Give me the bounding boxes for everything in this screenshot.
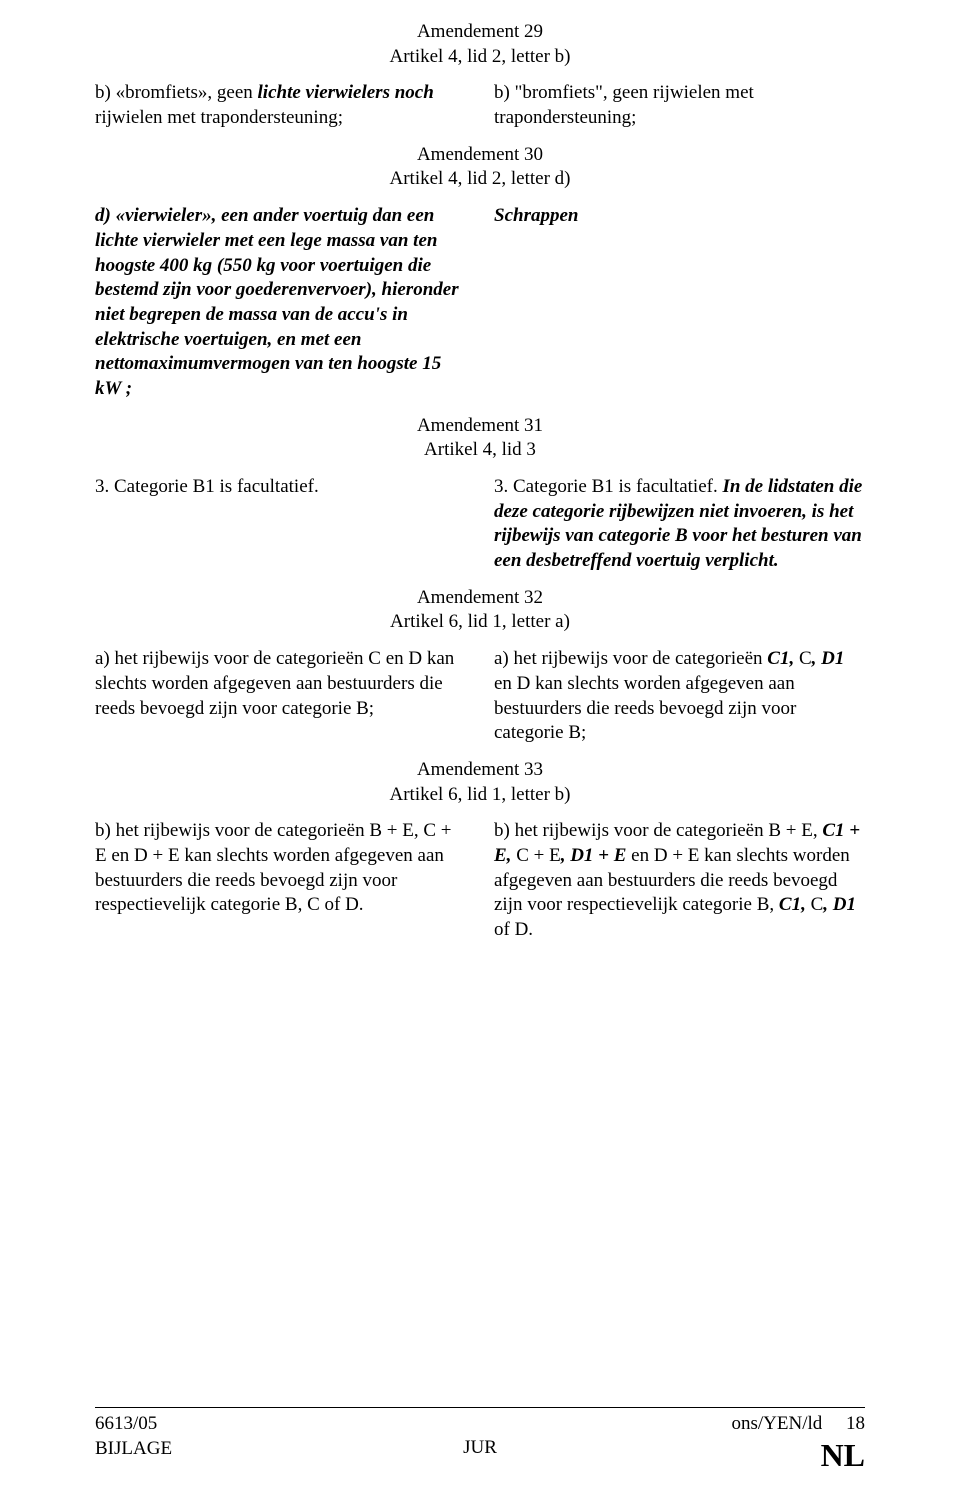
amend33-left: b) het rijbewijs voor de categorieën B +… (95, 819, 466, 942)
amend32-columns: a) het rijbewijs voor de categorieën C e… (95, 647, 865, 746)
amend29-subtitle: Artikel 4, lid 2, letter b) (95, 45, 865, 70)
amend31-heading: Amendement 31 Artikel 4, lid 3 (95, 414, 865, 463)
amend29-title: Amendement 29 (95, 20, 865, 45)
amend29-right: b) "bromfiets", geen rijwielen met trapo… (494, 81, 865, 130)
footer-page-num: 18 (827, 1412, 865, 1437)
amend31-columns: 3. Categorie B1 is facultatief. 3. Categ… (95, 475, 865, 574)
footer-bijlage: BIJLAGE (95, 1437, 352, 1462)
amend33-heading: Amendement 33 Artikel 6, lid 1, letter b… (95, 758, 865, 807)
footer-divider (95, 1407, 865, 1408)
amend32-right: a) het rijbewijs voor de categorieën C1,… (494, 647, 865, 746)
amend32-subtitle: Artikel 6, lid 1, letter a) (95, 610, 865, 635)
amend30-subtitle: Artikel 4, lid 2, letter d) (95, 167, 865, 192)
amend33-right: b) het rijbewijs voor de categorieën B +… (494, 819, 865, 942)
footer-center: JUR (352, 1412, 609, 1461)
amend31-subtitle: Artikel 4, lid 3 (95, 438, 865, 463)
amend32-heading: Amendement 32 Artikel 6, lid 1, letter a… (95, 586, 865, 635)
amend33-title: Amendement 33 (95, 758, 865, 783)
amend30-left: d) «vierwieler», een ander voertuig dan … (95, 204, 466, 402)
footer-row: 6613/05 BIJLAGE JUR ons/YEN/ld 18 NL (95, 1412, 865, 1471)
amend30-right: Schrappen (494, 204, 865, 402)
amend30-columns: d) «vierwieler», een ander voertuig dan … (95, 204, 865, 402)
amend33-subtitle: Artikel 6, lid 1, letter b) (95, 783, 865, 808)
amend31-title: Amendement 31 (95, 414, 865, 439)
amend30-title: Amendement 30 (95, 143, 865, 168)
page-body: Amendement 29 Artikel 4, lid 2, letter b… (0, 0, 960, 943)
amend29-columns: b) «bromfiets», geen lichte vierwielers … (95, 81, 865, 130)
footer-right-ref: ons/YEN/ld (731, 1413, 822, 1434)
amend29-heading: Amendement 29 Artikel 4, lid 2, letter b… (95, 20, 865, 69)
footer-left: 6613/05 BIJLAGE (95, 1412, 352, 1461)
footer-right: ons/YEN/ld 18 NL (608, 1412, 865, 1471)
amend32-title: Amendement 32 (95, 586, 865, 611)
footer-jur: JUR (352, 1436, 609, 1461)
footer-lang: NL (608, 1439, 865, 1471)
footer-doc-ref: 6613/05 (95, 1412, 352, 1437)
amend32-left: a) het rijbewijs voor de categorieën C e… (95, 647, 466, 746)
page-footer: 6613/05 BIJLAGE JUR ons/YEN/ld 18 NL (0, 1407, 960, 1471)
amend30-heading: Amendement 30 Artikel 4, lid 2, letter d… (95, 143, 865, 192)
amend31-right: 3. Categorie B1 is facultatief. In de li… (494, 475, 865, 574)
amend31-left: 3. Categorie B1 is facultatief. (95, 475, 466, 574)
amend29-left: b) «bromfiets», geen lichte vierwielers … (95, 81, 466, 130)
amend33-columns: b) het rijbewijs voor de categorieën B +… (95, 819, 865, 942)
